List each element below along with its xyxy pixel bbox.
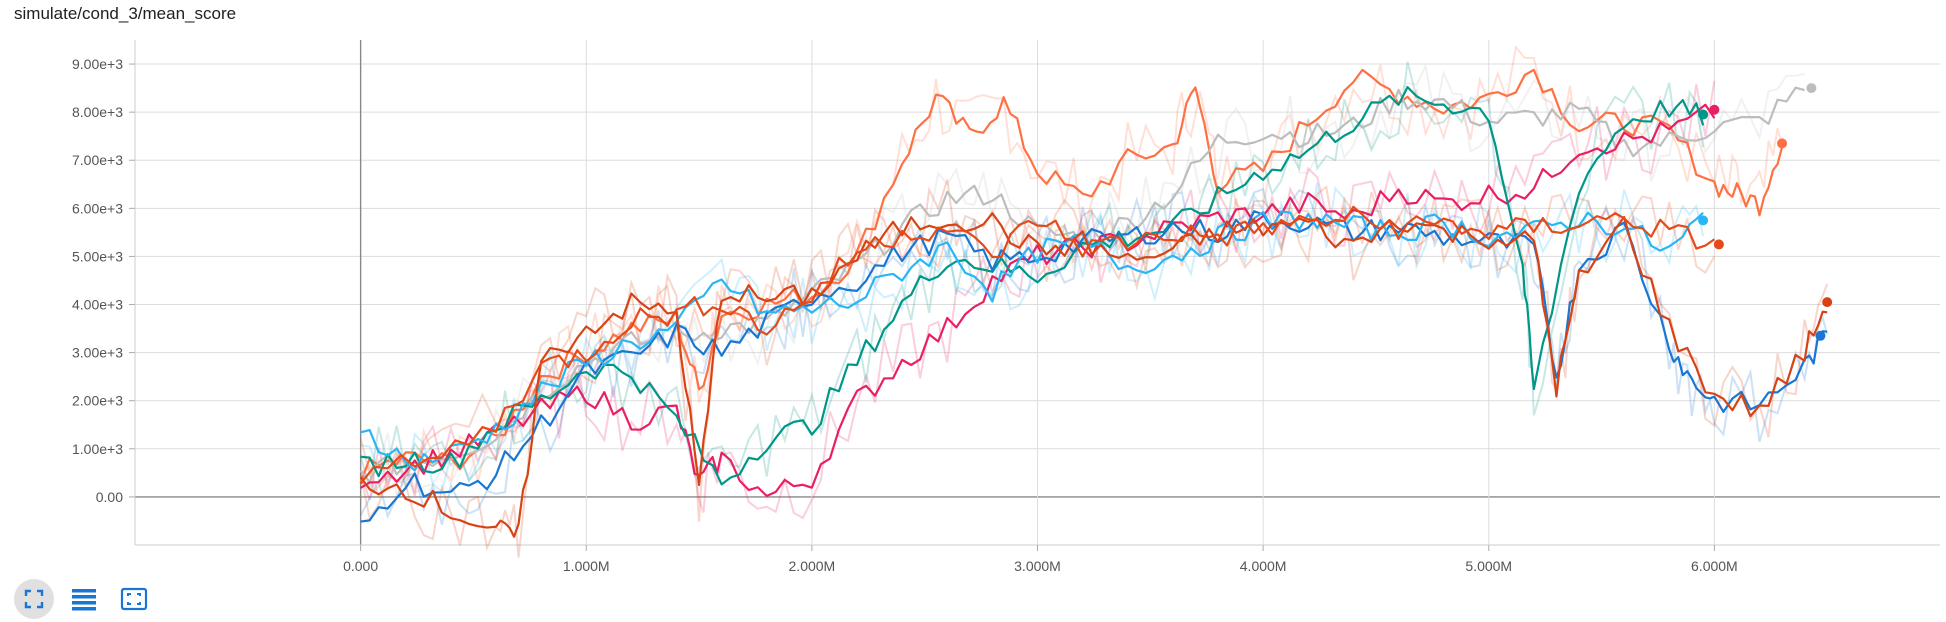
- series-end-marker-2: [1709, 104, 1720, 115]
- x-tick-label: 2.000M: [789, 558, 836, 574]
- series-shadow-line: [359, 179, 1829, 558]
- y-tick-label: 1.00e+3: [72, 441, 123, 457]
- y-tick-label: 0.00: [96, 489, 123, 505]
- y-tick-label: 2.00e+3: [72, 393, 123, 409]
- fit-domain-button[interactable]: [114, 579, 154, 619]
- series-line-3[interactable]: [360, 103, 1716, 498]
- series-end-markers: [1698, 83, 1833, 341]
- series-shadow-line: [359, 80, 1716, 520]
- expand-button[interactable]: [14, 579, 54, 619]
- series-line-8[interactable]: [359, 205, 1716, 485]
- y-tick-label: 3.00e+3: [72, 345, 123, 361]
- x-tick-label: 0.000: [343, 558, 378, 574]
- series-end-marker-7: [1822, 297, 1833, 308]
- fullscreen-icon: [24, 589, 44, 609]
- series-end-marker-6: [1713, 239, 1724, 250]
- y-tick-label: 9.00e+3: [72, 56, 123, 72]
- x-tick-label: 4.000M: [1240, 558, 1287, 574]
- series-line-1[interactable]: [359, 68, 1784, 484]
- data-selection-button[interactable]: [64, 579, 104, 619]
- series-line-6[interactable]: [360, 210, 1704, 472]
- series-shadow-line: [360, 62, 1805, 501]
- chart-toolbar: [14, 578, 154, 620]
- series-shadow-line: [359, 185, 1716, 494]
- series-lines: [359, 68, 1828, 538]
- series-end-marker-1: [1806, 83, 1817, 94]
- x-tick-label: 6.000M: [1691, 558, 1738, 574]
- series-line-7[interactable]: [359, 212, 1828, 538]
- series-end-marker-5: [1698, 215, 1709, 226]
- grid: [135, 40, 1940, 545]
- list-icon: [72, 589, 96, 611]
- axes: [129, 40, 1940, 551]
- series-end-marker-3: [1698, 109, 1709, 120]
- y-tick-label: 8.00e+3: [72, 104, 123, 120]
- y-tick-label: 6.00e+3: [72, 200, 123, 216]
- y-tick-label: 4.00e+3: [72, 297, 123, 313]
- series-shadow-line: [360, 182, 1705, 494]
- fit-to-domain-icon: [120, 587, 148, 611]
- series-line-4[interactable]: [360, 86, 1705, 486]
- chart-title: simulate/cond_3/mean_score: [14, 4, 237, 23]
- x-tick-label: 1.000M: [563, 558, 610, 574]
- x-tick-label: 3.000M: [1014, 558, 1061, 574]
- series-end-marker-4: [1777, 138, 1788, 149]
- series-end-marker-8: [1815, 330, 1826, 341]
- y-tick-label: 7.00e+3: [72, 152, 123, 168]
- tick-labels: 0.00 1.00e+3 2.00e+3 3.00e+3 4.00e+3 5.00e+3 6…: [72, 56, 1738, 574]
- x-tick-label: 5.000M: [1465, 558, 1512, 574]
- series-shadow-line: [359, 45, 1784, 499]
- y-tick-label: 5.00e+3: [72, 248, 123, 264]
